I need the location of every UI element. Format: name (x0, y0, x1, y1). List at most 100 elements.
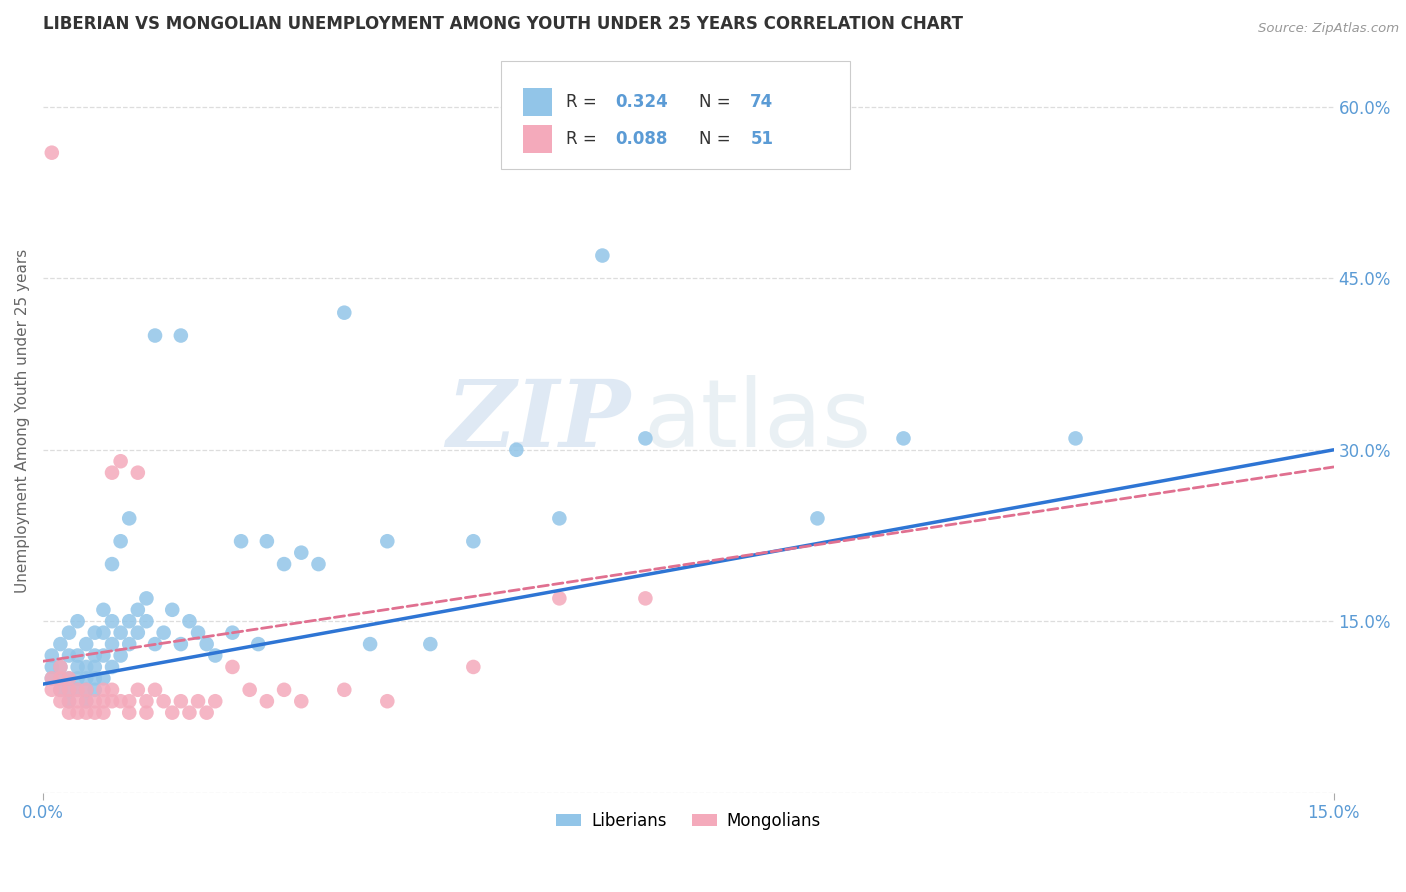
Point (359, 637, 381, 651)
Point (41, 660, 63, 674)
Text: LIBERIAN VS MONGOLIAN UNEMPLOYMENT AMONG YOUTH UNDER 25 YEARS CORRELATION CHART: LIBERIAN VS MONGOLIAN UNEMPLOYMENT AMONG… (44, 15, 963, 33)
Point (101, 682, 124, 697)
Point (83, 660, 105, 674)
Point (83, 625, 105, 640)
Point (110, 625, 132, 640)
Point (118, 637, 141, 651)
Point (127, 682, 149, 697)
Point (83, 648, 105, 663)
Point (58, 694, 80, 708)
Point (93, 694, 115, 708)
Point (110, 454, 132, 468)
Point (505, 442, 527, 457)
Legend: Liberians, Mongolians: Liberians, Mongolians (550, 805, 828, 837)
Text: 0.324: 0.324 (614, 93, 668, 111)
FancyBboxPatch shape (523, 88, 551, 116)
Point (229, 534, 252, 549)
Point (187, 694, 209, 708)
Point (66, 682, 89, 697)
Point (806, 511, 828, 525)
Point (110, 694, 132, 708)
Point (41, 672, 63, 686)
Point (49, 672, 72, 686)
Point (143, 328, 166, 343)
Point (75, 672, 97, 686)
Point (127, 603, 149, 617)
Point (179, 706, 201, 720)
Point (66, 648, 89, 663)
Point (152, 625, 174, 640)
Point (204, 648, 226, 663)
Point (187, 625, 209, 640)
Point (548, 511, 571, 525)
Point (135, 591, 157, 606)
Point (58, 672, 80, 686)
Point (256, 694, 278, 708)
Point (143, 682, 166, 697)
Point (308, 557, 330, 571)
Point (101, 694, 124, 708)
Point (93, 648, 115, 663)
Point (49, 682, 72, 697)
Point (135, 694, 157, 708)
Text: R =: R = (565, 93, 602, 111)
Point (49, 694, 72, 708)
Point (66, 682, 89, 697)
Point (75, 682, 97, 697)
Point (118, 614, 141, 628)
FancyBboxPatch shape (502, 61, 849, 169)
Point (591, 248, 613, 262)
Point (49, 660, 72, 674)
Point (221, 625, 243, 640)
Point (221, 660, 243, 674)
Point (162, 706, 184, 720)
Point (127, 625, 149, 640)
Point (66, 614, 89, 628)
Point (75, 694, 97, 708)
Text: atlas: atlas (644, 376, 872, 467)
Point (195, 637, 218, 651)
Point (75, 706, 97, 720)
Point (101, 466, 124, 480)
Point (49, 660, 72, 674)
Point (101, 660, 124, 674)
Point (49, 682, 72, 697)
Point (66, 672, 89, 686)
Point (273, 557, 295, 571)
Point (204, 694, 226, 708)
Point (118, 511, 141, 525)
Point (135, 614, 157, 628)
Point (118, 694, 141, 708)
Point (41, 682, 63, 697)
Point (93, 682, 115, 697)
Point (634, 591, 657, 606)
Point (273, 682, 295, 697)
Point (66, 706, 89, 720)
Point (66, 694, 89, 708)
Point (127, 466, 149, 480)
Text: 0.088: 0.088 (614, 130, 668, 148)
Point (93, 603, 115, 617)
Point (58, 672, 80, 686)
Text: N =: N = (699, 93, 735, 111)
Point (58, 706, 80, 720)
Point (118, 706, 141, 720)
Y-axis label: Unemployment Among Youth under 25 years: Unemployment Among Youth under 25 years (15, 249, 30, 593)
Point (162, 603, 184, 617)
Text: 51: 51 (751, 130, 773, 148)
Point (41, 145, 63, 160)
Text: 74: 74 (751, 93, 773, 111)
Point (58, 648, 80, 663)
Point (548, 591, 571, 606)
Point (83, 672, 105, 686)
Point (75, 682, 97, 697)
Point (110, 648, 132, 663)
Point (256, 534, 278, 549)
Point (170, 694, 193, 708)
Point (152, 694, 174, 708)
Point (101, 557, 124, 571)
Point (41, 672, 63, 686)
Point (290, 694, 312, 708)
Point (49, 672, 72, 686)
Point (143, 637, 166, 651)
